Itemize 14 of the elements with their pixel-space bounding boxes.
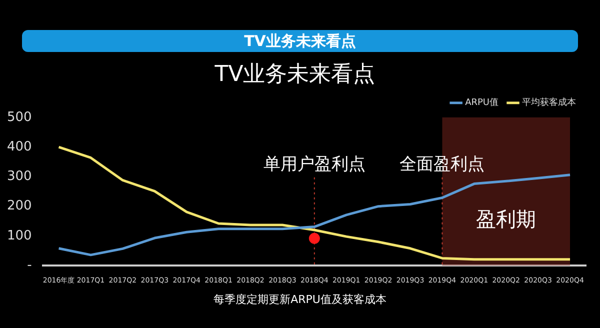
ref-line-label: 单用户盈利点	[263, 154, 366, 174]
y-tick-label: 300	[6, 169, 32, 184]
y-tick-label: 500	[6, 110, 32, 125]
y-tick-label: 400	[6, 139, 32, 154]
y-tick-label: 200	[6, 198, 32, 214]
legend-label: ARPU值	[465, 97, 499, 108]
y-tick-label: -	[27, 258, 32, 273]
ref-line-label: 全面盈利点	[400, 154, 485, 174]
y-tick-label: 100	[6, 228, 32, 244]
legend-label: 平均获客成本	[522, 97, 576, 108]
chart-subtitle: TV业务未来看点	[214, 62, 376, 87]
chart-title: TV业务未来看点	[22, 30, 578, 52]
band-label: 盈利期	[476, 206, 536, 231]
text: 每季度定期更新ARPU值及获客成本	[214, 292, 386, 306]
